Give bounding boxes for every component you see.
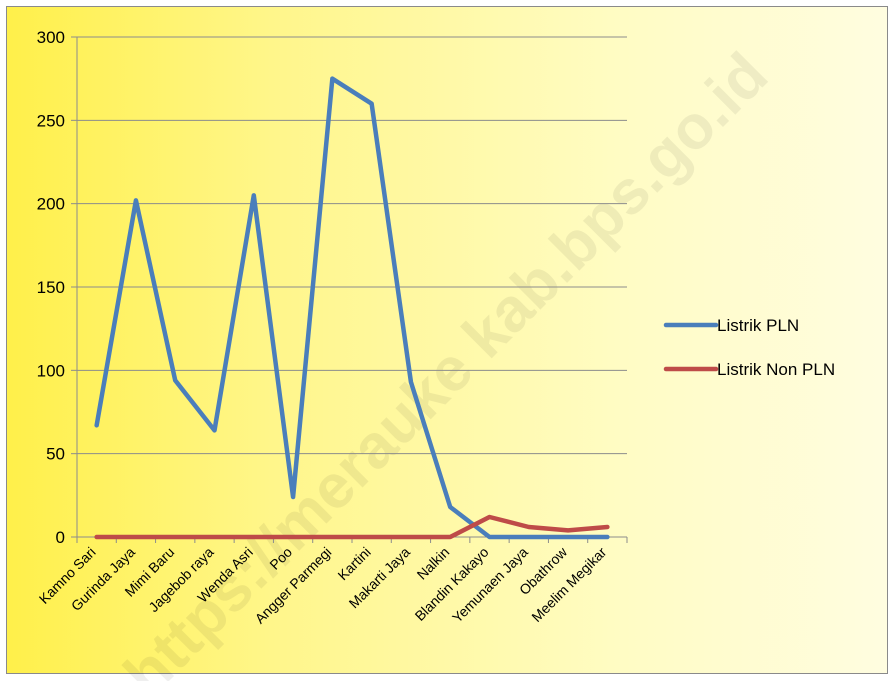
gridlines: [77, 36, 627, 455]
y-tick-label: 300: [37, 28, 65, 47]
series-line-listrik-non-pln: [94, 514, 610, 540]
series-line-listrik-pln: [94, 76, 610, 540]
series-lines: [94, 76, 610, 540]
y-tick-label: 150: [37, 278, 65, 297]
y-tick-label: 50: [46, 445, 65, 464]
y-tick-label: 0: [56, 528, 65, 547]
legend-label: Listrik PLN: [717, 316, 799, 335]
y-axis-ticks: 0 50 100 150 200 250 300: [37, 28, 77, 547]
legend-label: Listrik Non PLN: [717, 360, 835, 379]
legend: Listrik PLN Listrik Non PLN: [663, 316, 835, 379]
y-tick-label: 200: [37, 195, 65, 214]
chart-frame: [6, 6, 888, 674]
y-tick-label: 250: [37, 111, 65, 130]
y-tick-label: 100: [37, 361, 65, 380]
